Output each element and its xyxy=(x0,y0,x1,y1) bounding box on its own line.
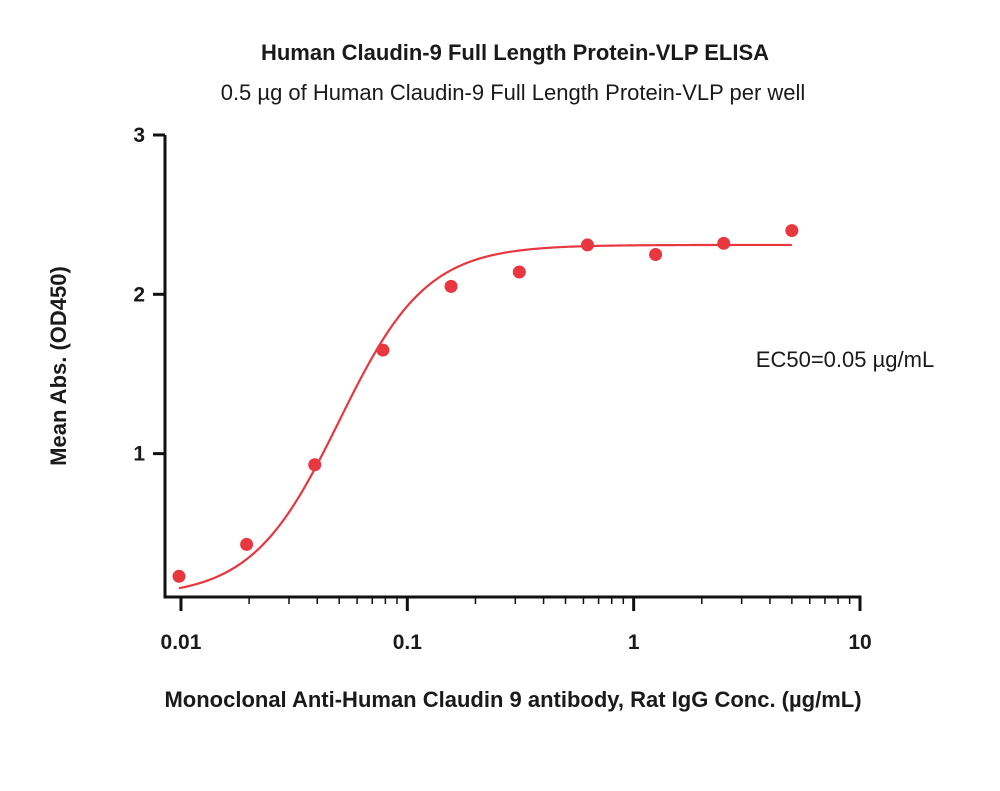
axes xyxy=(163,135,862,599)
y-tick-label: 1 xyxy=(133,443,145,466)
y-tick-label: 2 xyxy=(133,283,145,306)
data-point xyxy=(444,279,458,293)
data-point xyxy=(717,236,731,250)
data-point xyxy=(172,569,186,583)
data-point xyxy=(308,458,322,472)
x-axis-label: Monoclonal Anti-Human Claudin 9 antibody… xyxy=(164,687,861,712)
chart-title: Human Claudin-9 Full Length Protein-VLP … xyxy=(261,40,769,65)
x-tick-label: 10 xyxy=(848,631,871,654)
x-tick-label: 0.01 xyxy=(161,631,202,654)
fit-curve xyxy=(178,243,792,590)
data-point xyxy=(649,247,663,261)
x-tick-label: 1 xyxy=(628,631,640,654)
y-tick-label: 3 xyxy=(133,124,145,147)
ec50-annotation: EC50=0.05 µg/mL xyxy=(756,347,934,372)
y-ticks: 1 2 3 xyxy=(133,124,165,466)
chart-subtitle: 0.5 µg of Human Claudin-9 Full Length Pr… xyxy=(221,80,806,105)
y-axis-label: Mean Abs. (OD450) xyxy=(46,266,71,466)
data-point xyxy=(376,343,390,357)
x-ticks: 0.01 0.1 1 10 xyxy=(161,597,872,654)
data-point xyxy=(240,537,254,551)
data-point xyxy=(512,265,526,279)
data-points xyxy=(172,224,799,583)
x-tick-label: 0.1 xyxy=(393,631,423,654)
data-point xyxy=(785,224,799,238)
data-point xyxy=(580,238,594,252)
